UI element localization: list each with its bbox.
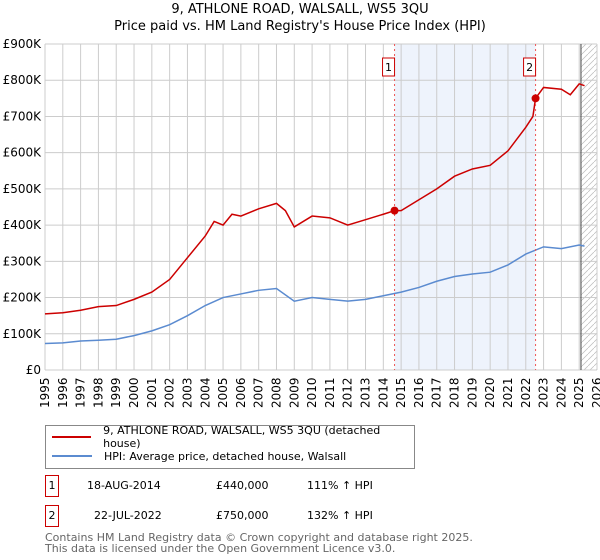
- x-tick-label: 2010: [305, 377, 319, 408]
- chart-title: 9, ATHLONE ROAD, WALSALL, WS5 3QU: [171, 2, 429, 17]
- date: 18-AUG-2014: [87, 479, 161, 492]
- y-tick-label: £500K: [3, 182, 43, 196]
- y-tick-label: £0: [26, 363, 41, 377]
- x-tick-label: 2007: [252, 377, 266, 408]
- x-tick-label: 2001: [145, 377, 159, 408]
- footer: Contains HM Land Registry data © Crown c…: [45, 532, 473, 554]
- hpi-change: 111% ↑ HPI: [307, 479, 373, 492]
- sale-point: [531, 94, 540, 103]
- x-tick-label: 2008: [269, 377, 283, 408]
- x-tick-label: 2026: [590, 377, 600, 408]
- x-tick-label: 2021: [501, 377, 515, 408]
- y-tick-label: £400K: [3, 218, 43, 232]
- x-tick-label: 1999: [109, 377, 123, 408]
- y-tick-label: £800K: [3, 73, 43, 87]
- sale-marker-box: [382, 57, 396, 77]
- x-tick-label: 2015: [394, 377, 408, 408]
- x-tick-label: 1995: [38, 377, 52, 408]
- y-tick-label: £700K: [3, 109, 43, 123]
- x-tick-label: 2022: [519, 377, 533, 408]
- legend-red-line: [52, 436, 92, 438]
- shaded-period: [394, 44, 536, 370]
- sale-marker-label: 2: [526, 61, 533, 74]
- price: £750,000: [216, 509, 269, 522]
- sale-point: [390, 206, 399, 215]
- x-tick-label: 2011: [323, 377, 337, 408]
- x-tick-label: 2005: [216, 377, 230, 408]
- x-tick-label: 2016: [412, 377, 426, 408]
- legend-blue-line: [52, 455, 92, 457]
- date: 22-JUL-2022: [94, 509, 162, 522]
- x-tick-label: 1998: [91, 377, 105, 408]
- x-tick-label: 2003: [180, 377, 194, 408]
- x-tick-label: 2000: [127, 377, 141, 408]
- x-tick-label: 2004: [198, 377, 212, 408]
- forecast-hatch: [580, 44, 597, 370]
- x-tick-label: 2020: [483, 377, 497, 408]
- x-tick-label: 2014: [376, 377, 390, 408]
- x-tick-label: 2006: [234, 377, 248, 408]
- chart-subtitle: Price paid vs. HM Land Registry's House …: [114, 19, 486, 34]
- x-tick-label: 2013: [359, 377, 373, 408]
- sale-marker-label: 1: [385, 61, 392, 74]
- footer-line: This data is licensed under the Open Gov…: [45, 542, 396, 555]
- transaction-row: 1 18-AUG-2014 £440,000 111% ↑ HPI: [45, 475, 445, 497]
- x-tick-label: 2024: [554, 377, 568, 408]
- footer-line: Contains HM Land Registry data © Crown c…: [45, 531, 473, 544]
- marker-badge: 1: [45, 475, 59, 497]
- price-chart: 1995 1996 1997 1998 1999 2000 2001 2002 2003 2004…: [3, 37, 600, 408]
- x-tick-label: 2002: [163, 377, 177, 408]
- x-tick-label: 2025: [572, 377, 586, 408]
- x-tick-label: 1997: [74, 377, 88, 408]
- y-tick-label: £600K: [3, 146, 43, 160]
- y-tick-label: £900K: [3, 37, 43, 51]
- marker-badge: 2: [45, 505, 59, 527]
- legend: 9, ATHLONE ROAD, WALSALL, WS5 3QU (detac…: [45, 424, 415, 469]
- legend-property: 9, ATHLONE ROAD, WALSALL, WS5 3QU (detac…: [103, 424, 381, 450]
- y-tick-label: £200K: [3, 291, 43, 305]
- x-tick-label: 2018: [448, 377, 462, 408]
- x-tick-label: 2017: [430, 377, 444, 408]
- x-tick-label: 2019: [465, 377, 479, 408]
- x-tick-label: 2012: [341, 377, 355, 408]
- price: £440,000: [216, 479, 269, 492]
- hpi-change: 132% ↑ HPI: [307, 509, 373, 522]
- series-line: [44, 82, 585, 315]
- y-tick-label: £100K: [3, 327, 43, 341]
- transaction-row: 2 22-JUL-2022 £750,000 132% ↑ HPI: [45, 505, 445, 527]
- x-tick-label: 1996: [56, 377, 70, 408]
- legend-hpi: HPI: Average price, detached house, Wals…: [104, 449, 347, 463]
- sale-marker-box: [523, 57, 537, 77]
- x-tick-label: 2023: [537, 377, 551, 408]
- x-tick-label: 2009: [287, 377, 301, 408]
- y-tick-label: £300K: [3, 254, 43, 268]
- series-line: [44, 244, 585, 345]
